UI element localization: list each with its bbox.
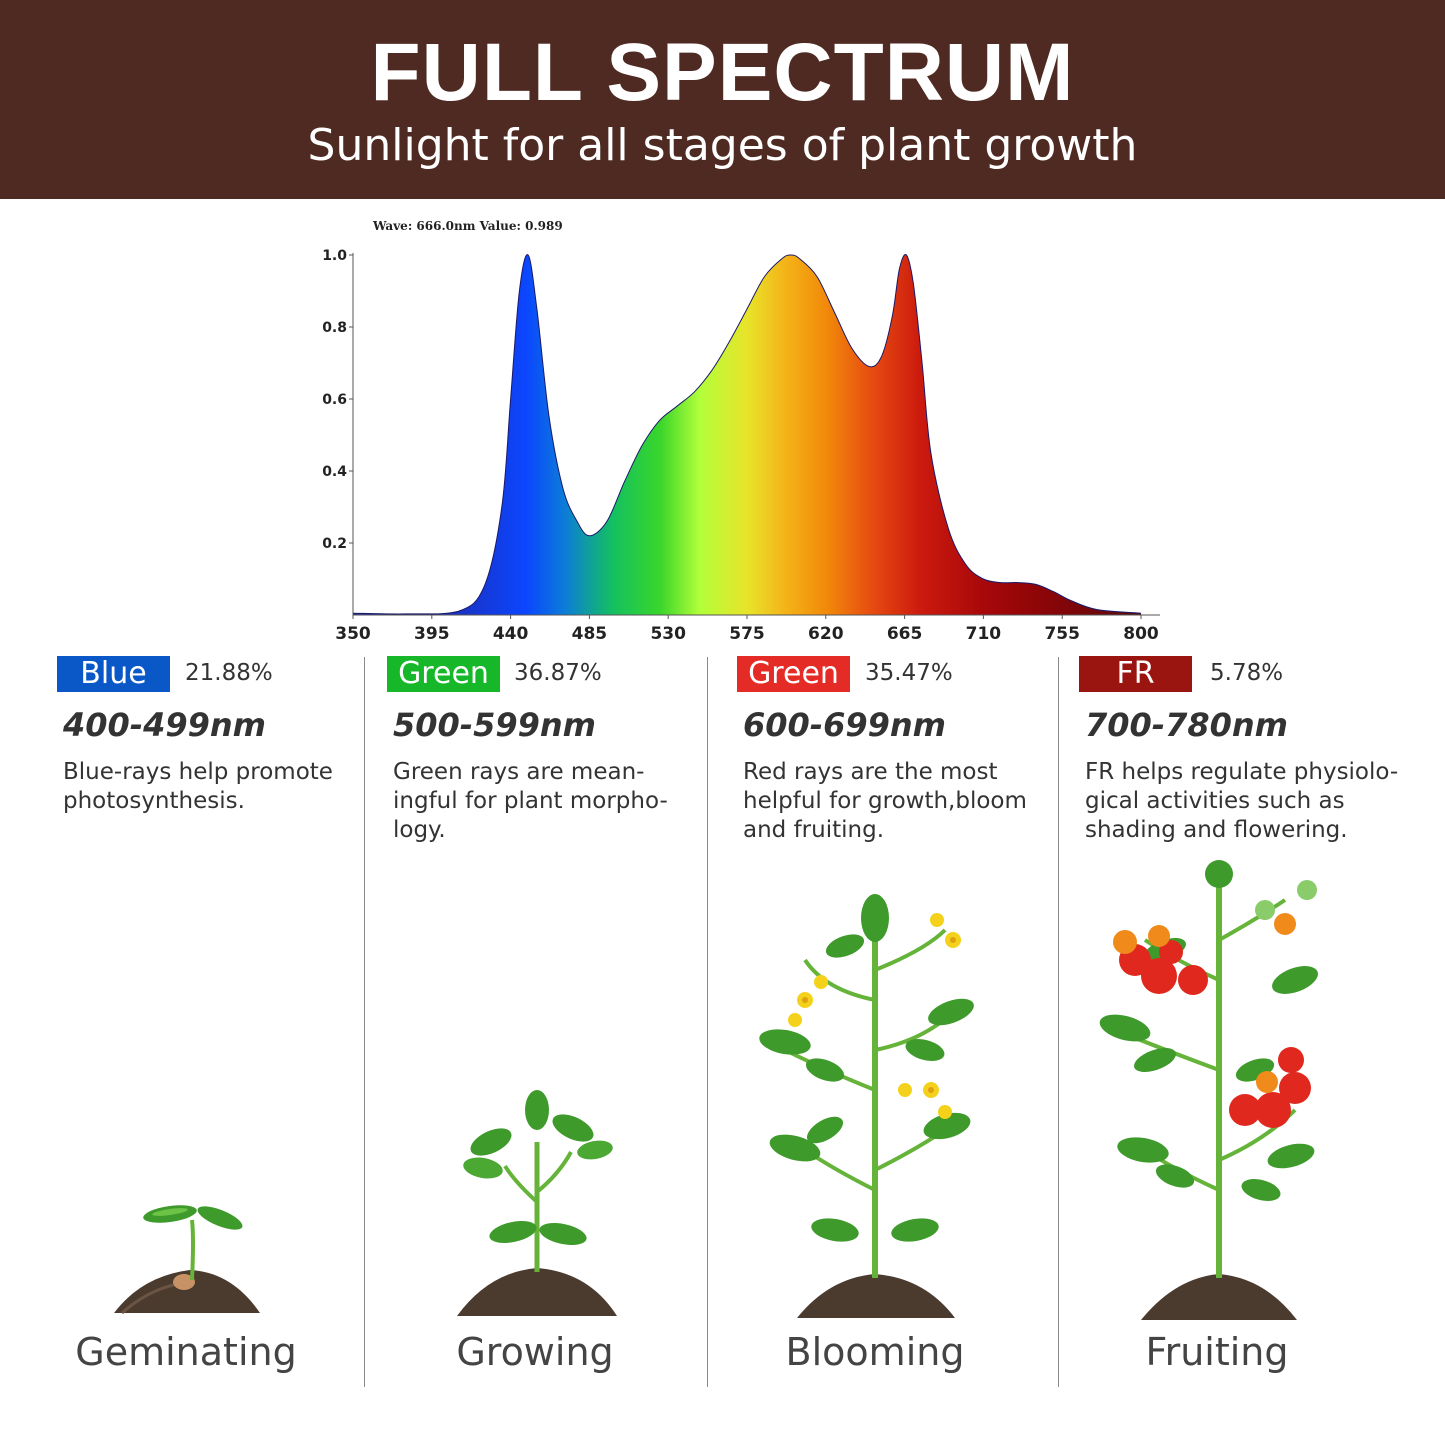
band-description: Blue-rays help promote photosynthesis.	[63, 759, 333, 814]
band-label-badge: FR	[1079, 656, 1192, 692]
band-column-blue: Blue 21.88% 400-499nm Blue-rays help pro…	[57, 650, 357, 1390]
x-tick-label: 800	[1123, 624, 1159, 644]
x-tick-label: 665	[887, 624, 923, 644]
band-range: 500-599nm	[393, 706, 596, 744]
band-percent: 5.78%	[1210, 660, 1284, 686]
young-plant-illustration	[457, 1090, 617, 1316]
x-tick-label: 350	[335, 624, 371, 644]
y-tick-label: 0.8	[322, 320, 347, 336]
band-description: Green rays are mean- ingful for plant mo…	[393, 759, 668, 843]
band-label-badge: Blue	[57, 656, 170, 692]
band-percent: 36.87%	[514, 660, 602, 686]
y-tick-label: 1.0	[322, 248, 347, 264]
growth-stage-label: Geminating	[75, 1330, 297, 1374]
band-description: Red rays are the most helpful for growth…	[743, 759, 1027, 843]
x-tick-label: 710	[966, 624, 1002, 644]
x-tick-label: 485	[572, 624, 608, 644]
x-tick-label: 395	[414, 624, 450, 644]
band-percent: 35.47%	[865, 660, 953, 686]
y-tick-label: 0.4	[322, 464, 347, 480]
page-subtitle: Sunlight for all stages of plant growth	[307, 120, 1138, 171]
x-tick-label: 755	[1044, 624, 1080, 644]
growth-stage-label: Growing	[456, 1330, 614, 1374]
blooming-plant-illustration	[759, 894, 974, 1318]
growth-stage-label: Fruiting	[1145, 1330, 1289, 1374]
band-column-red: Green 35.47% 600-699nm Red rays are the …	[737, 650, 1057, 1390]
spectrum-line	[352, 254, 1142, 615]
seedling-illustration	[114, 1205, 260, 1315]
spectrum-area	[353, 254, 1141, 616]
growth-stage-label: Blooming	[785, 1330, 965, 1374]
band-label-badge: Green	[737, 656, 850, 692]
band-label-badge: Green	[387, 656, 500, 692]
column-divider	[1058, 657, 1059, 1387]
y-tick-label: 0.2	[322, 536, 347, 552]
fruiting-plant-illustration	[1099, 860, 1318, 1320]
spectrum-chart: Wave: 666.0nm Value: 0.989 350 395 440 485 5…	[322, 219, 1160, 644]
column-divider	[364, 657, 365, 1387]
band-range: 700-780nm	[1085, 706, 1288, 744]
chart-readout: Wave: 666.0nm Value: 0.989	[372, 219, 563, 233]
column-divider	[707, 657, 708, 1387]
x-tick-label: 575	[729, 624, 765, 644]
band-percent: 21.88%	[185, 660, 273, 686]
x-tick-label: 530	[650, 624, 686, 644]
y-tick-label: 0.6	[322, 392, 347, 408]
x-tick-label: 620	[808, 624, 844, 644]
band-range: 600-699nm	[743, 706, 946, 744]
band-column-green: Green 36.87% 500-599nm Green rays are me…	[387, 650, 707, 1390]
page-title: FULL SPECTRUM	[370, 27, 1075, 118]
header-banner: FULL SPECTRUM Sunlight for all stages of…	[0, 0, 1445, 199]
band-description: FR helps regulate physiolo- gical activi…	[1085, 759, 1399, 843]
band-column-fr: FR 5.78% 700-780nm FR helps regulate phy…	[1079, 650, 1439, 1390]
x-tick-label: 440	[493, 624, 529, 644]
band-range: 400-499nm	[63, 706, 266, 744]
